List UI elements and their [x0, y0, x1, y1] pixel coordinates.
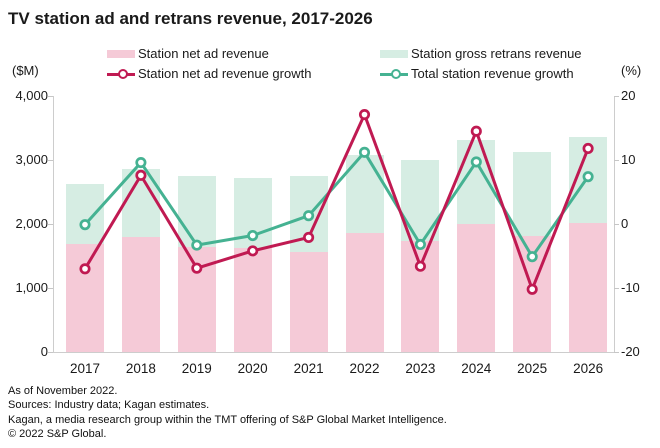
x-axis-line — [53, 352, 615, 353]
footer-as-of: As of November 2022. — [8, 385, 118, 397]
bar-net-ad-revenue-2023 — [401, 240, 440, 352]
bar-net-ad-revenue-2018 — [121, 236, 160, 352]
right-axis-tick — [614, 96, 619, 97]
bar-gross-retrans-revenue-2017 — [66, 184, 104, 245]
bar-gross-retrans-revenue-2025 — [513, 151, 552, 237]
right-axis-tick-label: -20 — [621, 344, 640, 359]
footer-attribution: Kagan, a media research group within the… — [8, 413, 447, 426]
right-axis-tick-label: -10 — [621, 280, 640, 295]
bar-gross-retrans-revenue-2018 — [121, 168, 160, 237]
right-axis-tick — [614, 288, 619, 289]
left-axis-tick — [48, 96, 53, 97]
right-axis-tick-label: 20 — [621, 88, 636, 103]
x-axis-label-2021: 2021 — [293, 361, 324, 376]
y-axis-tick-label: 1,000 — [15, 280, 48, 295]
right-axis-tick-label: 0 — [621, 216, 629, 231]
bar-gross-retrans-revenue-2024 — [457, 140, 496, 224]
bar-net-ad-revenue-2017 — [66, 244, 104, 352]
bar-net-ad-revenue-2021 — [289, 251, 328, 352]
legend-swatch-gross-retrans-revenue — [380, 50, 408, 58]
x-axis-label-2026: 2026 — [573, 361, 604, 376]
bar-net-ad-revenue-2025 — [513, 236, 552, 352]
x-axis-label-2022: 2022 — [349, 361, 380, 376]
bar-gross-retrans-revenue-2026 — [569, 136, 608, 224]
right-axis-tick — [614, 352, 619, 353]
bar-net-ad-revenue-2020 — [233, 248, 272, 352]
footer-notes: As of November 2022. Sources: Industry d… — [8, 384, 447, 441]
legend-label-gross-retrans-revenue: Station gross retrans revenue — [411, 46, 582, 61]
legend-label-total-revenue-growth: Total station revenue growth — [411, 66, 574, 81]
bar-net-ad-revenue-2026 — [569, 223, 608, 352]
right-axis-tick — [614, 224, 619, 225]
bar-gross-retrans-revenue-2021 — [289, 175, 328, 252]
chart-title: TV station ad and retrans revenue, 2017-… — [8, 9, 373, 28]
x-axis-label-2025: 2025 — [517, 361, 548, 376]
x-axis-label-2018: 2018 — [125, 361, 156, 376]
x-axis-label-2017: 2017 — [69, 361, 101, 376]
left-axis-tick — [48, 288, 53, 289]
bar-gross-retrans-revenue-2019 — [177, 176, 216, 248]
marker-icon-net-ad-2024 — [470, 125, 482, 137]
right-axis-unit: (%) — [621, 63, 642, 78]
legend-swatch-net-ad-revenue — [107, 50, 135, 58]
right-axis-tick-label: 10 — [621, 152, 636, 167]
y-axis-tick-label: 0 — [40, 344, 48, 359]
legend-marker-icon-net-ad-growth — [118, 69, 128, 79]
bar-net-ad-revenue-2024 — [457, 223, 496, 352]
y-axis-tick-label: 3,000 — [15, 152, 48, 167]
marker-icon-total-2018 — [135, 157, 147, 169]
y-axis-tick-label: 4,000 — [15, 88, 48, 103]
x-axis-label-2024: 2024 — [461, 361, 492, 376]
footer-sources: Sources: Industry data; Kagan estimates. — [8, 399, 210, 412]
legend-label-net-ad-revenue: Station net ad revenue — [138, 46, 269, 61]
left-axis-line — [53, 96, 54, 353]
x-axis-label-2020: 2020 — [237, 361, 268, 376]
legend-label-net-ad-growth: Station net ad revenue growth — [138, 66, 312, 81]
bar-gross-retrans-revenue-2022 — [345, 154, 384, 234]
bar-gross-retrans-revenue-2020 — [233, 177, 272, 249]
footer-copyright: © 2022 S&P Global. — [8, 427, 107, 440]
bar-net-ad-revenue-2022 — [345, 233, 384, 352]
x-axis-label-2019: 2019 — [181, 361, 212, 376]
bar-gross-retrans-revenue-2023 — [401, 160, 440, 241]
y-axis-tick-label: 2,000 — [15, 216, 48, 231]
left-axis-unit: ($M) — [12, 63, 39, 78]
left-axis-tick — [48, 160, 53, 161]
left-axis-tick — [48, 352, 53, 353]
left-axis-tick — [48, 224, 53, 225]
x-axis-label-2023: 2023 — [405, 361, 436, 376]
bar-net-ad-revenue-2019 — [177, 247, 216, 352]
right-axis-tick — [614, 160, 619, 161]
marker-icon-net-ad-2022 — [358, 109, 371, 121]
legend-marker-icon-total-revenue-growth — [391, 69, 401, 79]
